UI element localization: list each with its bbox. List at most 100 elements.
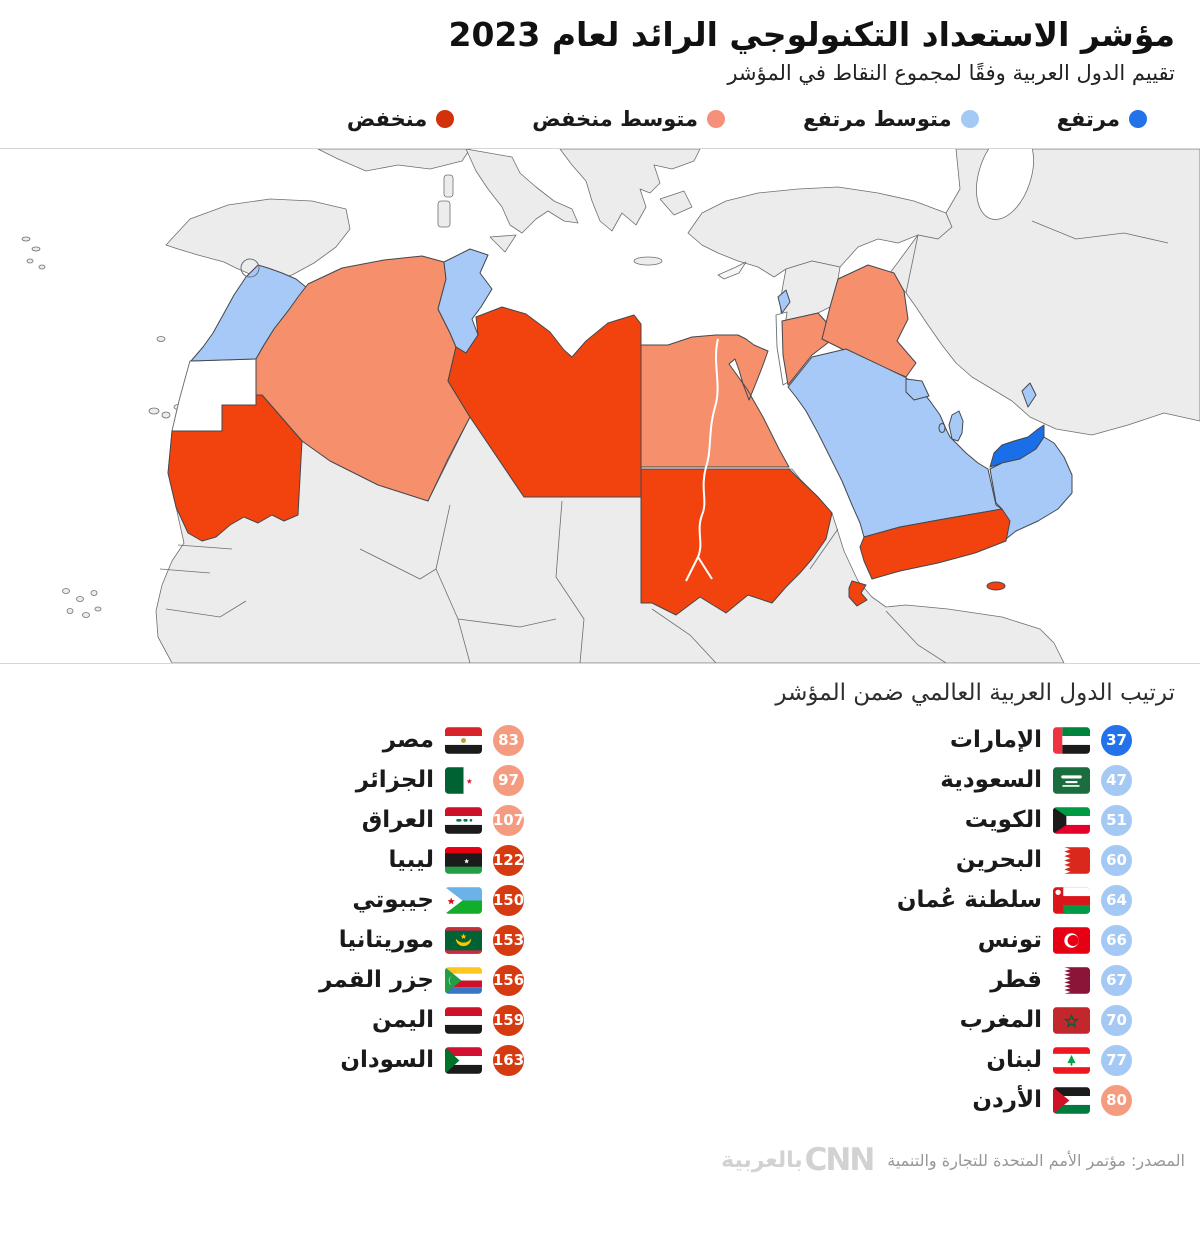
ranking-row: 122 ليبيا [319,840,524,880]
country-tunisia [437,248,493,354]
country-italy [465,149,579,234]
internal-borders [159,220,1169,664]
ranking-row: 150 جيبوتي [319,880,524,920]
country-djibouti [848,580,868,607]
country-name: السعودية [940,767,1042,794]
legend-item-medium_high: متوسط مرتفع [803,107,979,131]
flag-jordan-icon [1053,1086,1090,1114]
country-name: اليمن [371,1007,434,1034]
legend-label: متوسط مرتفع [802,107,952,132]
country-name: قطر [990,967,1042,994]
rank-badge: 66 [1101,924,1132,956]
logo-arabic-text: بالعربية [721,1147,803,1173]
country-name: ليبيا [388,847,434,874]
rank-badge: 67 [1101,964,1132,996]
country-qatar [948,410,964,442]
flag-yemen-icon [445,1006,482,1034]
legend-item-low: منخفض [346,107,455,132]
ranking-row: 153 موريتانيا [319,920,524,960]
country-oman-musandam [1021,382,1037,408]
ranking-row: 51 الكويت [897,800,1132,840]
flag-kuwait-icon [1053,806,1090,834]
country-name: المغرب [959,1007,1042,1034]
country-bahrain [938,423,946,434]
logo-cnn-text: CNN [804,1142,876,1179]
flag-qatar-icon [1053,966,1090,994]
country-name: سلطنة عُمان [896,887,1042,914]
ranking-row: 156 جزر القمر [319,960,524,1000]
page-subtitle: تقييم الدول العربية وفقًا لمجموع النقاط … [727,61,1175,86]
ranking-column-bottom: 83 مصر 97 الجزائر 107 العراق 122 ليبيا 150 جيبوتي… [319,720,524,1080]
rank-badge: 159 [493,1004,524,1036]
rank-badge: 150 [493,884,524,916]
country-cyprus [717,261,747,280]
rank-badge: 37 [1101,724,1132,756]
ranking-row: 70 المغرب [897,1000,1132,1040]
rank-badge: 107 [493,804,524,836]
flag-uae-icon [1053,726,1090,754]
legend-label: مرتفع [1056,107,1120,132]
ranking-row: 37 الإمارات [897,720,1132,760]
ranked-countries [167,248,1073,616]
gibraltar-marker [240,258,260,278]
footer: المصدر: مؤتمر الأمم المتحدة للتجارة والت… [0,1124,1200,1178]
rank-badge: 80 [1101,1084,1132,1116]
ranking-row: 77 لبنان [897,1040,1132,1080]
country-algeria [255,255,471,502]
flag-iraq-icon [445,806,482,834]
ranking-row: 64 سلطنة عُمان [897,880,1132,920]
flag-oman-icon [1053,886,1090,914]
country-name: العراق [361,807,434,834]
flag-mauritania-icon [445,926,482,954]
island-socotra [986,581,1006,591]
flag-comoros-icon [445,966,482,994]
rank-badge: 60 [1101,844,1132,876]
flag-tunisia-icon [1053,926,1090,954]
header: مؤشر الاستعداد التكنولوجي الرائد لعام 20… [0,0,1200,131]
country-libya [447,306,642,498]
country-kuwait [905,378,930,401]
country-iberia [165,198,351,282]
country-yemen [859,508,1011,580]
legend-label: منخفض [346,107,428,132]
country-name: السودان [340,1047,434,1074]
rank-badge: 97 [493,764,524,796]
flag-libya-icon [445,846,482,874]
country-name: تونس [977,927,1042,954]
country-sudan [640,468,833,616]
country-name: موريتانيا [338,927,434,954]
rank-badge: 122 [493,844,524,876]
country-name: الجزائر [355,767,434,794]
rank-badge: 153 [493,924,524,956]
country-lebanon [777,289,791,314]
country-egypt [640,334,790,468]
ranking-row: 60 البحرين [897,840,1132,880]
ranking-row: 67 قطر [897,960,1132,1000]
flag-lebanon-icon [1053,1046,1090,1074]
map-container [0,148,1200,665]
country-turkey [687,186,953,278]
black-sea [720,149,950,180]
ranking-heading: ترتيب الدول العربية العالمي ضمن المؤشر [775,680,1175,707]
ranking-row: 97 الجزائر [319,760,524,800]
legend-dot-medium_low [706,110,725,129]
source-text: المصدر: مؤتمر الأمم المتحدة للتجارة والت… [887,1150,1185,1170]
flag-egypt-icon [445,726,482,754]
rank-badge: 83 [493,724,524,756]
ranking-row: 83 مصر [319,720,524,760]
flag-morocco-icon [1053,1006,1090,1034]
rank-badge: 163 [493,1044,524,1076]
nile-river [685,339,719,582]
legend-dot-medium_high [960,110,979,129]
country-name: جيبوتي [352,887,434,914]
choropleth-map [0,149,1200,664]
legend-item-medium_low: متوسط منخفض [532,107,725,131]
rank-badge: 77 [1101,1044,1132,1076]
cnn-arabic-logo: بالعربية CNN [721,1142,876,1179]
country-name: الإمارات [949,727,1042,754]
legend-item-high: مرتفع [1057,107,1147,131]
rank-badge: 70 [1101,1004,1132,1036]
flag-algeria-icon [445,766,482,794]
ranking-column-top: 37 الإمارات 47 السعودية 51 الكويت 60 البحرين 64 س… [897,720,1132,1120]
flag-sudan-icon [445,1046,482,1074]
